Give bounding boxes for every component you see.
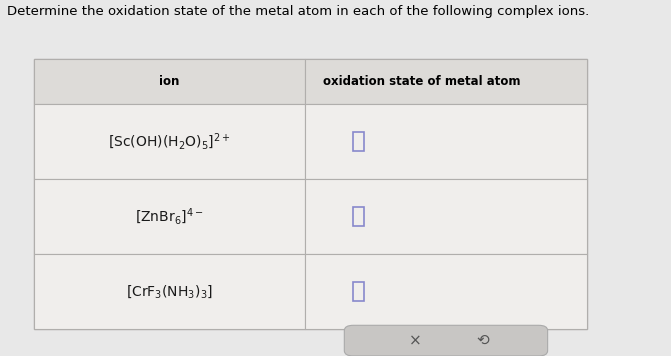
Text: $\left[\mathrm{Sc(OH)(H_2O)_5}\right]^{2+}$: $\left[\mathrm{Sc(OH)(H_2O)_5}\right]^{2…	[109, 131, 231, 152]
Bar	[353, 282, 364, 301]
Text: $\left[\mathrm{CrF_3(NH_3)_3}\right]$: $\left[\mathrm{CrF_3(NH_3)_3}\right]$	[126, 283, 213, 300]
Bar	[305, 179, 587, 254]
Text: Determine the oxidation state of the metal atom in each of the following complex: Determine the oxidation state of the met…	[7, 5, 590, 18]
Bar	[34, 104, 305, 179]
Text: ⟲: ⟲	[476, 333, 489, 348]
Text: ×: ×	[409, 333, 422, 348]
Bar	[353, 207, 364, 226]
Text: oxidation state of metal atom: oxidation state of metal atom	[323, 75, 520, 88]
Bar	[353, 132, 364, 151]
Bar	[34, 59, 587, 329]
FancyBboxPatch shape	[344, 325, 548, 356]
Bar	[34, 254, 305, 329]
Bar	[305, 254, 587, 329]
Bar	[305, 104, 587, 179]
Bar	[34, 59, 305, 104]
Bar	[305, 59, 587, 104]
Text: ion: ion	[160, 75, 180, 88]
Bar	[34, 179, 305, 254]
Text: $\left[\mathrm{ZnBr_6}\right]^{4-}$: $\left[\mathrm{ZnBr_6}\right]^{4-}$	[136, 206, 204, 227]
